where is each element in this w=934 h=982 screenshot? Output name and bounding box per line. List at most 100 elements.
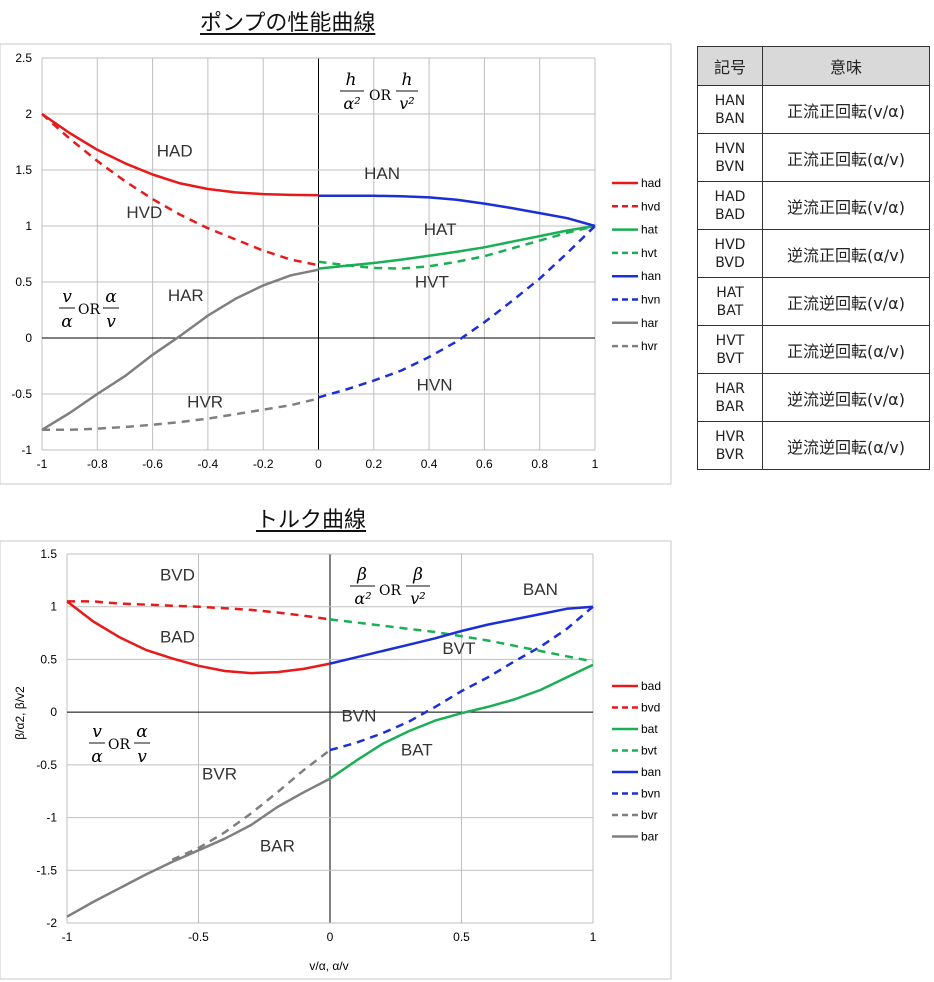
series-bvt: [329, 618, 594, 663]
series-bvn: [329, 605, 594, 752]
x-tick-label: 0.6: [476, 457, 493, 471]
torque-chart-frame: [0, 540, 672, 980]
torque-legend: bad bvd bat bvt ban bvn bvr bar: [612, 679, 661, 844]
ann-or: OR: [369, 88, 391, 104]
series-hvr: [42, 397, 319, 432]
pump-grid: [41, 57, 596, 451]
ann-num1: h: [346, 70, 357, 90]
curve-label: HVT: [415, 273, 449, 292]
series-had: [41, 112, 319, 197]
table-cell-code: HAN BAN: [697, 85, 763, 134]
symbol-table: 記号 意味 HAN BAN 正流正回転(v/α) HVN BVN 正流正回転(α/v) HA…: [697, 46, 930, 470]
y-tick-label: 1.5: [15, 163, 32, 177]
ann-den2: v²: [399, 94, 414, 113]
legend-label-hvr: hvr: [641, 339, 658, 353]
x-tick-label: 0.8: [531, 457, 548, 471]
pump-series: [41, 112, 596, 432]
table-cell-code: HAT BAT: [697, 277, 763, 326]
code-b: BAD: [715, 206, 745, 223]
x-tick-label: 1: [590, 930, 597, 944]
y-tick-label: 1.5: [40, 547, 57, 561]
tann-left-den2: v: [137, 747, 147, 767]
tann-left-or: OR: [108, 737, 130, 753]
y-tick-label: -1.5: [36, 863, 57, 877]
legend-label-hvn: hvn: [641, 293, 660, 307]
table-cell-code: HVD BVD: [697, 229, 763, 278]
ann-num2: h: [402, 70, 413, 90]
table-header-symbol: 記号: [697, 46, 763, 86]
code-h: HVD: [714, 236, 746, 253]
series-ban: [329, 605, 594, 665]
curve-label: BVT: [442, 639, 475, 658]
curve-label: HVR: [187, 392, 223, 411]
series-bat: [329, 663, 594, 780]
torque-annotation-left: v α OR α v: [89, 722, 150, 767]
x-tick-label: 1: [592, 457, 599, 471]
legend-label-bad: bad: [641, 679, 661, 693]
ann-left-den1: α: [61, 312, 73, 332]
table-cell-code: HAD BAD: [697, 181, 763, 230]
series-bvd: [67, 600, 331, 621]
tann-num2: β: [412, 565, 423, 585]
legend-label-hat: hat: [641, 223, 658, 237]
table-cell-code: HVT BVT: [697, 325, 763, 374]
y-tick-label: 0: [50, 705, 57, 719]
y-tick-label: 0: [25, 331, 32, 345]
x-tick-label: 0: [315, 457, 322, 471]
table-cell-code: HVN BVN: [697, 133, 763, 182]
pump-curve-labels: HAD HVD HAR HVR HAN HAT HVT HVN: [126, 142, 456, 412]
curve-label: BAT: [401, 740, 433, 759]
code-h: HAT: [716, 284, 744, 301]
code-b: BVD: [715, 254, 745, 271]
torque-tick-labels: -1 -0.5 0 0.5 1 -2 -1.5 -1 -0.5 0 0.5 1 1.5: [36, 547, 596, 944]
y-tick-label: -0.5: [11, 387, 32, 401]
table-cell-code: HVR BVR: [697, 421, 763, 470]
code-h: HVR: [715, 428, 745, 445]
series-hvt: [318, 224, 596, 270]
table-cell-meaning: 逆流正回転(v/α): [762, 181, 930, 230]
tann-left-num2: α: [136, 722, 148, 742]
ann-left-num1: v: [62, 287, 72, 307]
legend-label-bar: bar: [641, 830, 658, 844]
table-row: HAT BAT 正流逆回転(v/α): [697, 277, 930, 326]
code-h: HVN: [714, 140, 746, 157]
table-cell-meaning: 正流正回転(α/v): [762, 133, 930, 182]
curve-label: BVR: [202, 765, 237, 784]
curve-label: BVN: [341, 707, 376, 726]
table-row: HVN BVN 正流正回転(α/v): [697, 133, 930, 182]
x-tick-label: 0.4: [421, 457, 438, 471]
table-cell-meaning: 正流逆回転(α/v): [762, 325, 930, 374]
x-tick-label: 0.5: [453, 930, 470, 944]
legend-label-bvt: bvt: [641, 744, 658, 758]
y-tick-label: -0.5: [36, 758, 57, 772]
curve-label: BVD: [160, 565, 195, 584]
torque-chart-title: トルク曲線: [256, 508, 367, 533]
x-tick-label: -0.8: [87, 457, 108, 471]
torque-curve-labels: BVD BAD BVR BAR BAN BVT BVN BAT: [160, 565, 558, 855]
table-row: HVD BVD 逆流正回転(α/v): [697, 229, 930, 278]
torque-y-axis-label: β/α2, β/v2: [13, 686, 27, 740]
code-h: HAD: [714, 188, 746, 205]
curve-label: BAN: [523, 580, 558, 599]
y-tick-label: 0.5: [15, 275, 32, 289]
series-han: [318, 194, 596, 228]
legend-label-had: had: [641, 176, 661, 190]
code-b: BAR: [715, 398, 745, 415]
curve-label: BAD: [160, 628, 195, 647]
legend-label-ban: ban: [641, 765, 661, 779]
series-hvd: [41, 113, 319, 267]
table-cell-meaning: 正流正回転(v/α): [762, 85, 930, 134]
y-tick-label: 1: [25, 219, 32, 233]
ann-left-num2: α: [105, 287, 117, 307]
x-tick-label: -0.5: [188, 930, 209, 944]
tann-left-den1: α: [91, 747, 103, 767]
tann-num1: β: [356, 565, 367, 585]
code-h: HAR: [715, 380, 745, 397]
legend-label-bvr: bvr: [641, 808, 658, 822]
torque-series: [66, 600, 594, 918]
table-row: HAR BAR 逆流逆回転(v/α): [697, 373, 930, 422]
ann-den1: α²: [343, 94, 360, 113]
y-tick-label: -1: [21, 443, 32, 457]
series-har: [41, 268, 319, 431]
